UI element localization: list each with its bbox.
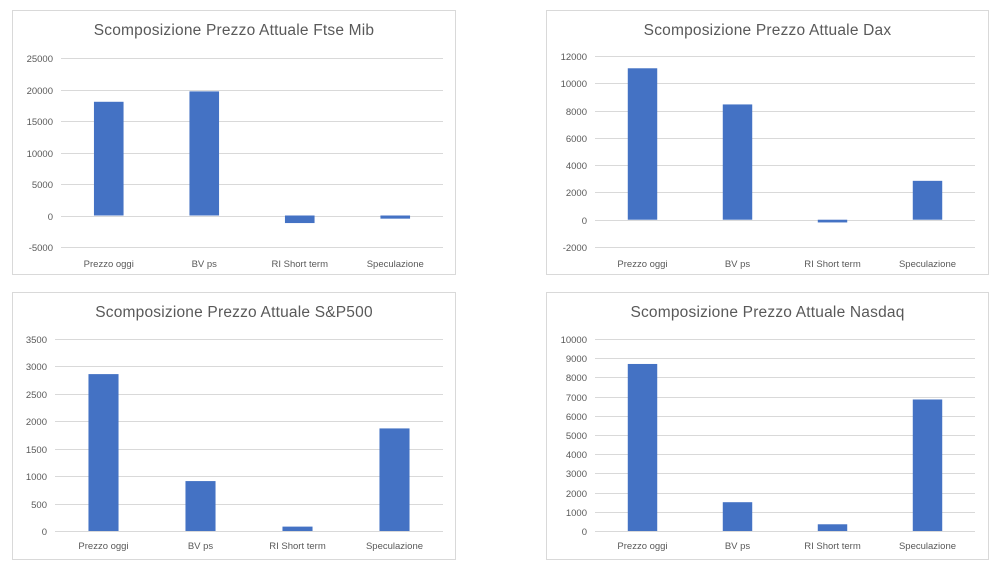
y-tick-label: 20000 — [27, 86, 53, 97]
y-tick-label: 4000 — [566, 161, 587, 172]
y-tick-label: 8000 — [566, 373, 587, 384]
y-tick-label: 0 — [582, 216, 587, 227]
chart-panel-dax: Scomposizione Prezzo Attuale Dax -2000 0 2… — [546, 10, 989, 275]
y-tick-label: 9000 — [566, 354, 587, 365]
bar — [189, 91, 220, 216]
x-tick-label: Prezzo oggi — [84, 259, 134, 270]
x-tick-label: BV ps — [725, 541, 751, 552]
y-tick-label: 3000 — [26, 362, 47, 373]
chart-plot: -2000 0 2000 4000 6000 8000 10000 12000 Prezzo o… — [561, 52, 975, 270]
y-tick-label: 2000 — [26, 417, 47, 428]
y-tick-label: 1000 — [566, 508, 587, 519]
y-tick-label: 2500 — [26, 390, 47, 401]
y-tick-label: 2000 — [566, 188, 587, 199]
x-tick-label: RI Short term — [269, 541, 326, 552]
y-tick-label: 6000 — [566, 412, 587, 423]
x-tick-label: Speculazione — [899, 541, 956, 552]
y-tick-label: 5000 — [32, 180, 53, 191]
y-tick-label: 25000 — [27, 54, 53, 65]
chart-panel-ftse-mib: Scomposizione Prezzo Attuale Ftse Mib -5… — [12, 10, 456, 275]
bar — [722, 104, 753, 220]
bar — [380, 215, 411, 219]
y-tick-label: 10000 — [561, 335, 587, 346]
x-tick-label: BV ps — [188, 541, 214, 552]
chart-panel-nasdaq: Scomposizione Prezzo Attuale Nasdaq 0 100… — [546, 292, 989, 560]
bar — [282, 526, 313, 531]
y-tick-label: 12000 — [561, 52, 587, 63]
y-tick-label: 10000 — [561, 79, 587, 90]
y-tick-label: 1000 — [26, 472, 47, 483]
y-tick-label: 15000 — [27, 117, 53, 128]
y-tick-label: 3500 — [26, 335, 47, 346]
chart-title: Scomposizione Prezzo Attuale S&P500 — [95, 304, 373, 321]
chart-title: Scomposizione Prezzo Attuale Nasdaq — [630, 304, 905, 321]
x-tick-label: RI Short term — [804, 259, 861, 270]
bar — [627, 363, 658, 531]
x-tick-label: Speculazione — [366, 541, 423, 552]
y-tick-label: 2000 — [566, 489, 587, 500]
y-tick-label: 0 — [48, 212, 53, 223]
y-tick-label: 5000 — [566, 431, 587, 442]
y-tick-label: 500 — [31, 500, 47, 511]
bar — [722, 502, 753, 531]
bar — [185, 481, 216, 531]
y-tick-label: 7000 — [566, 393, 587, 404]
chart-panel-sp500: Scomposizione Prezzo Attuale S&P500 0 500… — [12, 292, 456, 560]
y-tick-label: -2000 — [563, 243, 587, 254]
x-tick-label: Prezzo oggi — [617, 541, 667, 552]
x-tick-label: Prezzo oggi — [617, 259, 667, 270]
bar — [627, 68, 658, 220]
y-tick-label: -5000 — [29, 243, 53, 254]
y-tick-label: 10000 — [27, 149, 53, 160]
y-tick-label: 3000 — [566, 469, 587, 480]
chart-plot: -5000 0 5000 10000 15000 20000 25000 Prezzo ogg… — [27, 54, 443, 270]
bar — [912, 399, 943, 531]
bar — [912, 180, 943, 220]
chart-plot: 0 1000 2000 3000 4000 5000 6000 7000 8000 9000 100… — [561, 335, 975, 552]
y-tick-label: 4000 — [566, 450, 587, 461]
y-tick-label: 6000 — [566, 134, 587, 145]
y-tick-label: 0 — [582, 527, 587, 538]
chart-title: Scomposizione Prezzo Attuale Dax — [643, 22, 892, 39]
y-tick-label: 8000 — [566, 107, 587, 118]
bar — [88, 374, 119, 531]
bar — [817, 219, 848, 223]
bar — [284, 215, 315, 224]
x-tick-label: Prezzo oggi — [78, 541, 128, 552]
x-tick-label: BV ps — [192, 259, 218, 270]
x-tick-label: Speculazione — [367, 259, 424, 270]
chart-title: Scomposizione Prezzo Attuale Ftse Mib — [93, 22, 375, 39]
x-tick-label: RI Short term — [804, 541, 861, 552]
y-tick-label: 0 — [42, 527, 47, 538]
bar — [817, 524, 848, 531]
x-tick-label: Speculazione — [899, 259, 956, 270]
bar — [93, 101, 124, 216]
x-tick-label: BV ps — [725, 259, 751, 270]
y-tick-label: 1500 — [26, 445, 47, 456]
bar — [379, 428, 410, 531]
x-tick-label: RI Short term — [272, 259, 329, 270]
chart-plot: 0 500 1000 1500 2000 2500 3000 3500 Prezzo oggi B… — [26, 335, 443, 552]
